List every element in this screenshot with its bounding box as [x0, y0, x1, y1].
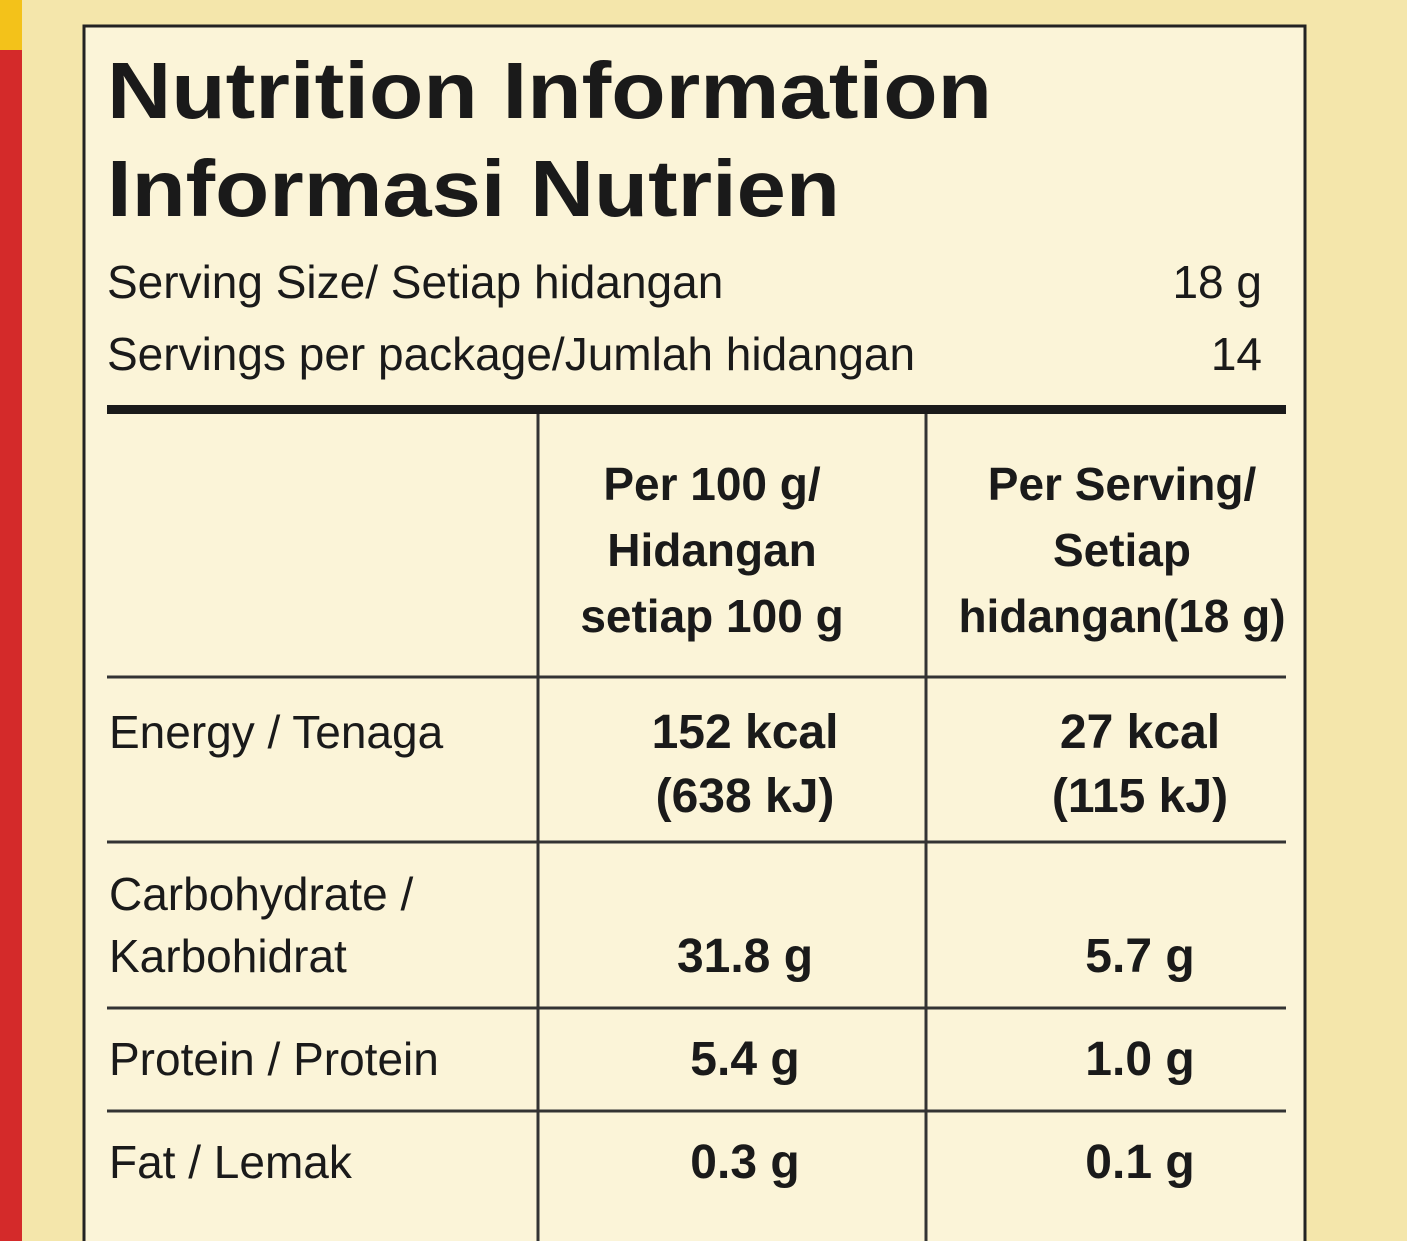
cell-value: 152 kcal: [652, 706, 839, 759]
subtitle: Informasi Nutrien: [107, 144, 840, 233]
row-label: Fat / Lemak: [109, 1136, 353, 1188]
cell-value: 31.8 g: [677, 930, 813, 983]
content: Serving Size/ Setiap hidangan 18 g Serving…: [107, 256, 1286, 1189]
serving-value: 18 g: [1172, 256, 1262, 308]
serving-label: Serving Size/ Setiap hidangan: [107, 256, 723, 308]
yellow-corner: [0, 0, 22, 50]
column-header: Hidangan: [607, 524, 817, 576]
row-label: Protein / Protein: [109, 1033, 439, 1085]
thick-rule: [107, 405, 1286, 414]
cell-value: 1.0 g: [1085, 1033, 1194, 1086]
column-header: Setiap: [1053, 524, 1191, 576]
column-header: Per Serving/: [988, 458, 1257, 510]
cell-value: 0.3 g: [690, 1136, 799, 1189]
cell-value: 27 kcal: [1060, 706, 1220, 759]
row-label: Carbohydrate /: [109, 868, 413, 920]
column-header: setiap 100 g: [580, 590, 843, 642]
cell-value: 0.1 g: [1085, 1136, 1194, 1189]
cell-value: (115 kJ): [1052, 770, 1228, 823]
column-header: Per 100 g/: [603, 458, 821, 510]
red-edge: [0, 0, 22, 1241]
serving-value: 14: [1211, 328, 1262, 380]
table-lines: [107, 414, 1286, 1241]
cell-value: 5.7 g: [1085, 930, 1194, 983]
title: Nutrition Information: [107, 46, 992, 135]
column-header: hidangan(18 g): [958, 590, 1285, 642]
row-label: Karbohidrat: [109, 930, 347, 982]
serving-label: Servings per package/Jumlah hidangan: [107, 328, 915, 380]
cell-value: (638 kJ): [656, 770, 835, 823]
label-box: [82, 24, 1307, 1241]
cell-value: 5.4 g: [690, 1033, 799, 1086]
row-label: Energy / Tenaga: [109, 706, 444, 758]
